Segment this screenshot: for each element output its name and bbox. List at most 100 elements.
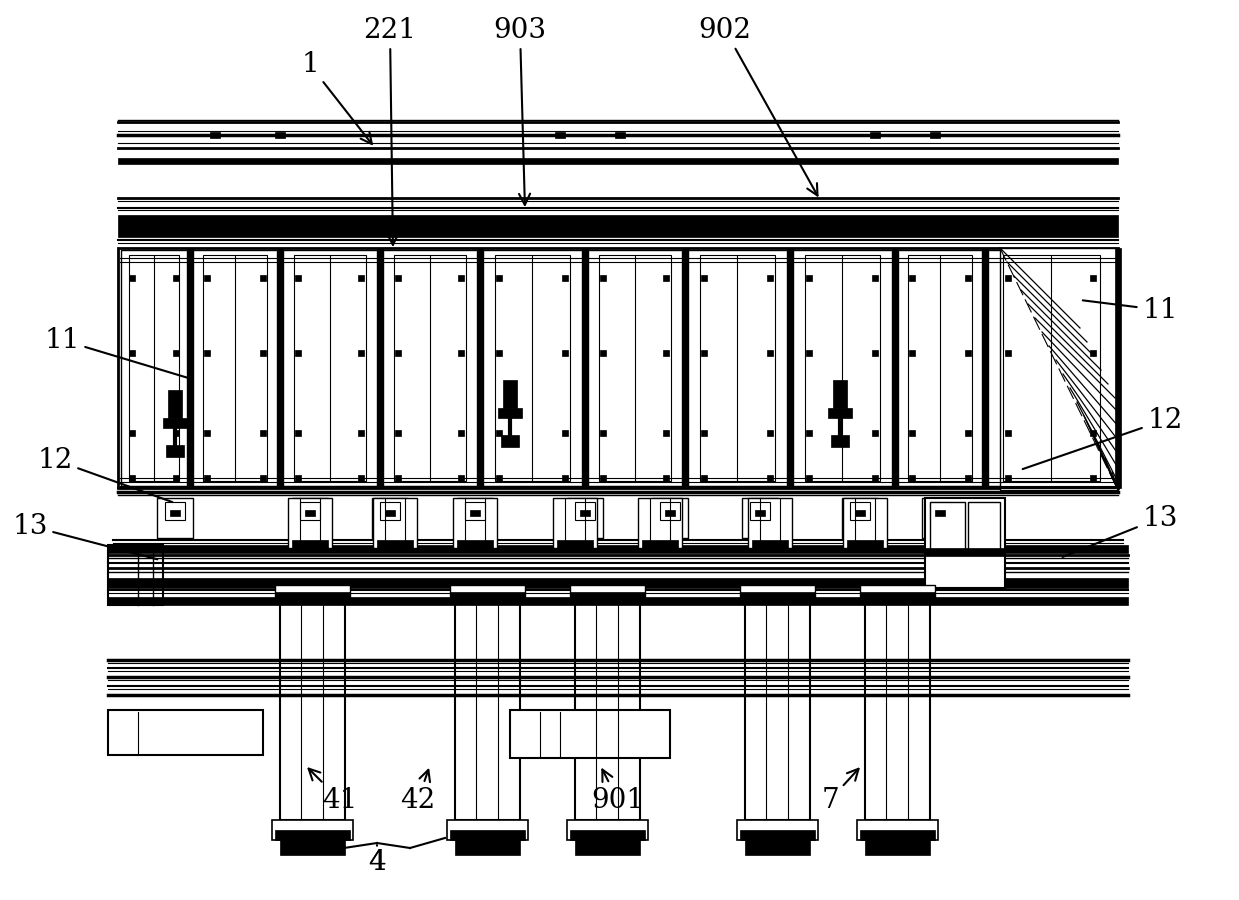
Bar bbox=[745, 600, 810, 820]
Text: 41: 41 bbox=[309, 769, 358, 814]
Bar bbox=[470, 510, 479, 516]
Bar bbox=[850, 502, 870, 520]
Bar bbox=[563, 475, 567, 481]
Bar bbox=[193, 250, 278, 486]
Bar bbox=[292, 540, 328, 548]
Bar bbox=[496, 475, 502, 481]
Bar bbox=[930, 132, 940, 138]
Bar bbox=[600, 350, 606, 356]
Bar bbox=[965, 350, 971, 356]
Bar bbox=[1005, 430, 1011, 436]
Bar bbox=[965, 430, 971, 436]
Bar bbox=[742, 498, 778, 538]
Bar bbox=[567, 498, 603, 538]
Bar bbox=[164, 418, 187, 428]
Bar bbox=[1004, 255, 1100, 481]
Bar bbox=[740, 585, 815, 600]
Bar bbox=[394, 255, 466, 481]
Bar bbox=[580, 510, 590, 516]
Bar bbox=[204, 475, 209, 481]
Bar bbox=[793, 250, 892, 486]
Bar bbox=[701, 275, 707, 281]
Bar bbox=[129, 255, 178, 481]
Bar bbox=[767, 430, 773, 436]
Bar bbox=[740, 592, 815, 600]
Bar bbox=[273, 820, 353, 840]
Bar bbox=[450, 830, 525, 840]
Bar bbox=[1090, 275, 1097, 281]
Bar bbox=[457, 498, 493, 538]
Bar bbox=[872, 275, 878, 281]
Text: 903: 903 bbox=[493, 16, 546, 205]
Bar bbox=[701, 350, 707, 356]
Bar bbox=[805, 255, 880, 481]
Bar bbox=[598, 255, 672, 481]
Bar bbox=[204, 275, 209, 281]
Bar bbox=[589, 250, 681, 486]
Bar bbox=[455, 600, 520, 820]
Bar bbox=[275, 585, 349, 600]
Bar bbox=[358, 430, 364, 436]
Bar bbox=[108, 597, 1127, 605]
Bar bbox=[558, 540, 593, 548]
Bar bbox=[295, 350, 301, 356]
Bar bbox=[294, 255, 366, 481]
Bar bbox=[358, 350, 364, 356]
Bar bbox=[898, 250, 983, 486]
Bar bbox=[1005, 350, 1011, 356]
Bar bbox=[1005, 475, 1011, 481]
Bar bbox=[458, 275, 463, 281]
Bar bbox=[563, 430, 567, 436]
Bar bbox=[755, 510, 764, 516]
Bar bbox=[118, 248, 1118, 488]
Bar bbox=[688, 250, 787, 486]
Bar bbox=[282, 250, 377, 486]
Bar bbox=[926, 548, 1005, 556]
Bar bbox=[752, 540, 788, 548]
Bar bbox=[807, 350, 812, 356]
Bar bbox=[275, 132, 285, 138]
Bar bbox=[965, 275, 971, 281]
Bar bbox=[278, 248, 282, 488]
Text: 4: 4 bbox=[368, 845, 385, 876]
Bar bbox=[372, 498, 408, 538]
Bar bbox=[860, 830, 935, 840]
Bar bbox=[395, 275, 401, 281]
Bar bbox=[203, 255, 266, 481]
Text: 902: 902 bbox=[699, 16, 818, 195]
Bar bbox=[922, 498, 958, 538]
Text: 12: 12 bbox=[1022, 407, 1183, 469]
Bar bbox=[305, 510, 315, 516]
Bar bbox=[681, 248, 688, 488]
Bar bbox=[909, 350, 914, 356]
Text: 221: 221 bbox=[363, 16, 416, 245]
Bar bbox=[767, 275, 773, 281]
Bar bbox=[1090, 475, 1097, 481]
Bar bbox=[833, 380, 847, 408]
Bar bbox=[373, 498, 418, 548]
Bar bbox=[260, 350, 266, 356]
Bar bbox=[983, 248, 987, 488]
Bar bbox=[930, 502, 950, 520]
Bar bbox=[652, 498, 688, 538]
Bar bbox=[129, 475, 135, 481]
Bar bbox=[843, 498, 878, 538]
Bar bbox=[1005, 275, 1011, 281]
Bar bbox=[600, 430, 606, 436]
Bar bbox=[663, 275, 669, 281]
Bar bbox=[935, 510, 945, 516]
Bar bbox=[908, 255, 973, 481]
Text: 11: 11 bbox=[1083, 296, 1178, 323]
Bar bbox=[450, 592, 525, 600]
Bar bbox=[567, 820, 648, 840]
Bar bbox=[860, 585, 935, 600]
Bar bbox=[483, 250, 582, 486]
Bar bbox=[450, 585, 525, 600]
Bar bbox=[118, 215, 1118, 237]
Bar bbox=[395, 430, 401, 436]
Bar bbox=[260, 430, 266, 436]
Bar bbox=[870, 132, 880, 138]
Bar bbox=[847, 540, 883, 548]
Bar bbox=[496, 430, 502, 436]
Bar bbox=[575, 840, 641, 855]
